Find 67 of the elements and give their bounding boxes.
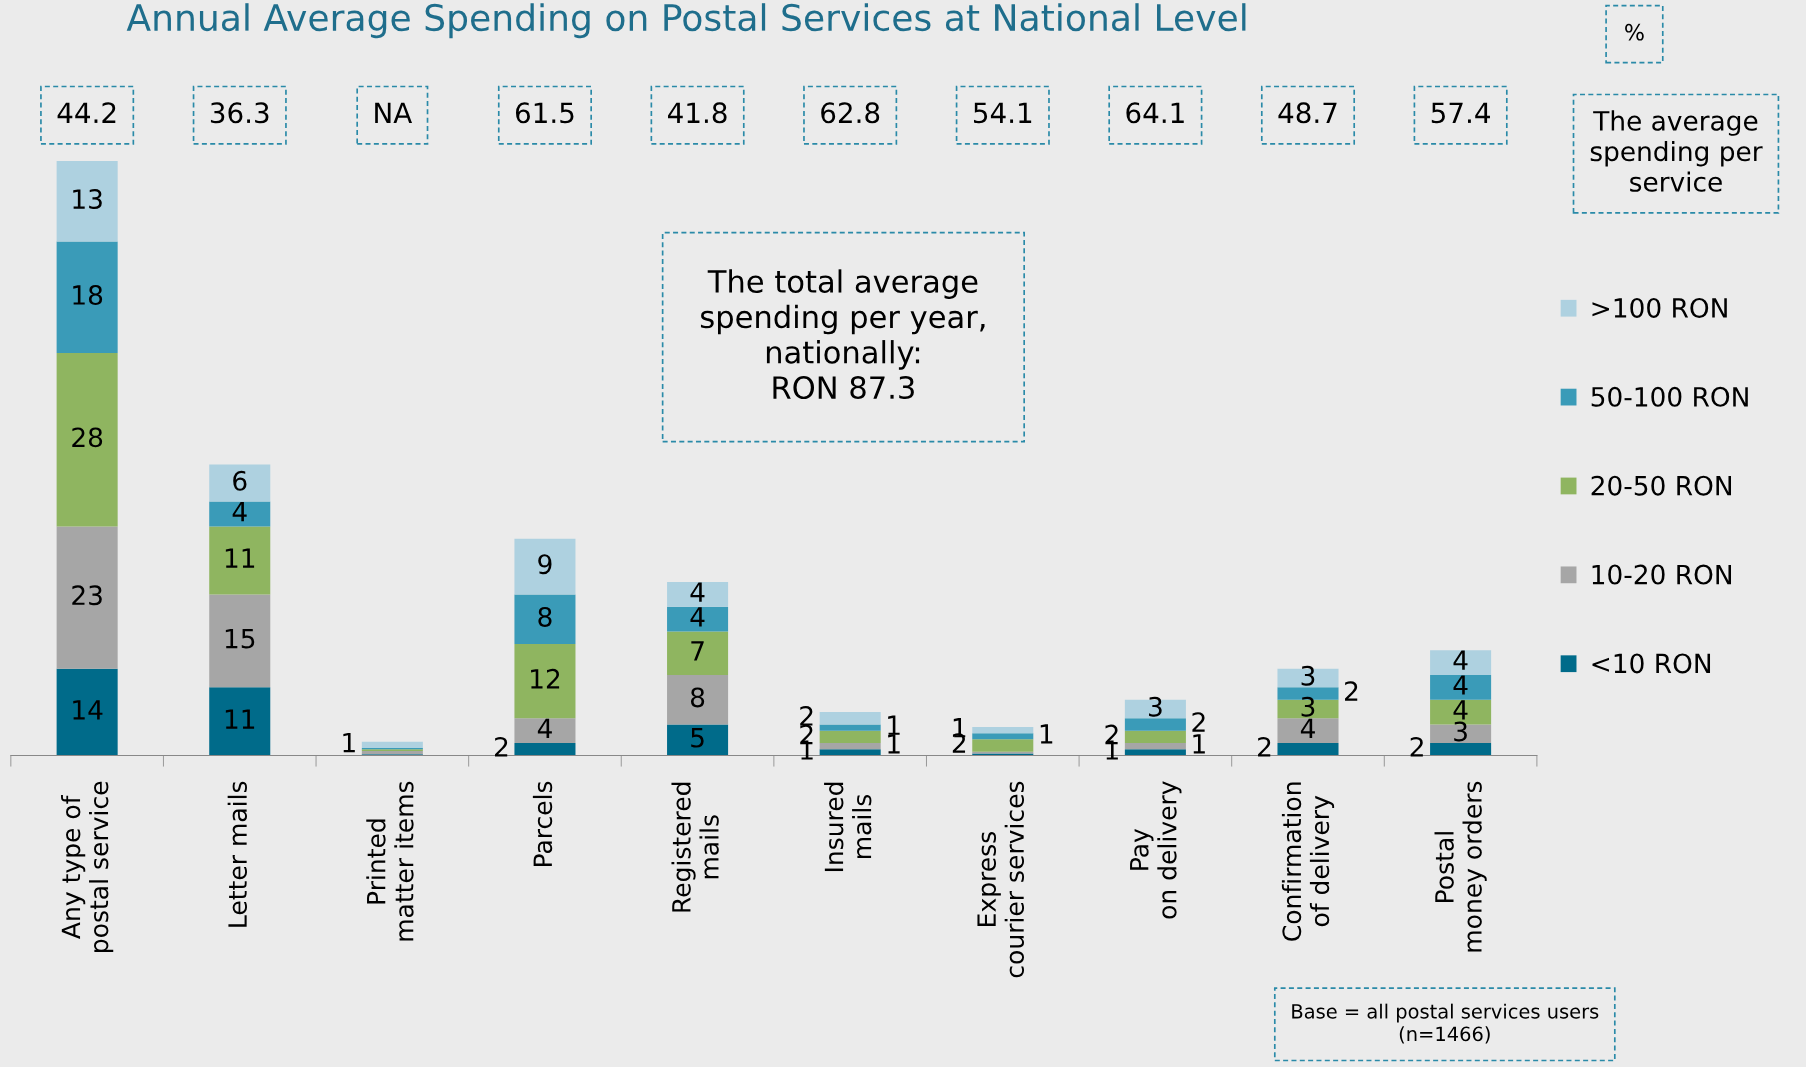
text: The average spending per service [1590,110,1763,192]
text: 62.8 [821,102,880,124]
data-label: 15 [225,628,255,649]
data-label: 8 [690,687,705,708]
text: 64.1 [1126,102,1184,124]
data-label: 2 [1192,712,1205,732]
data-label: 1 [888,715,900,735]
x-tick-label: Parcels [532,781,553,867]
text: NA [375,102,413,123]
data-label: 4 [1453,650,1468,670]
data-label: 2 [1258,736,1271,757]
legend-label: <10 RON [1592,653,1711,674]
text: 41.8 [668,102,727,124]
data-label: 2 [1345,681,1358,701]
x-tick-label: Registered mails [671,782,719,912]
data-label: 1 [1193,734,1205,754]
data-label: 2 [495,736,508,757]
text: 48.7 [1278,102,1337,124]
legend-label: 20-50 RON [1591,475,1732,496]
data-label: 7 [691,641,704,661]
data-label: 5 [691,728,704,748]
legend-label: 10-20 RON [1592,564,1732,585]
text: % [1625,23,1644,41]
data-label: 3 [1301,696,1315,717]
data-label: 9 [538,554,552,575]
data-label: 11 [225,709,255,729]
data-label: 2 [1410,736,1423,757]
data-label: 4 [537,718,552,738]
data-label: 4 [1453,675,1468,695]
data-label: 4 [1453,700,1468,720]
data-label: 4 [1300,718,1315,738]
data-label: 28 [72,427,103,448]
x-tick-label: Printed matter items [366,781,414,941]
data-label: 13 [73,189,102,210]
data-label: 4 [690,607,705,627]
legend-label: >100 RON [1592,297,1727,318]
data-label: 3 [1301,665,1315,686]
x-tick-label: Pay on delivery [1130,781,1182,919]
data-label: 4 [232,502,247,522]
text: 54.1 [974,102,1032,124]
annotation: The total average spending per year, nationally: RON 87.3 [700,269,985,400]
text: Base = all postal services users (n=1466) [1292,1003,1599,1044]
data-label: 1 [343,732,355,753]
data-label: 6 [233,470,247,491]
x-tick-label: Postal money orders [1434,781,1487,952]
data-label: 8 [538,606,552,627]
x-tick-label: Any type of postal service [61,781,114,952]
x-tick-label: Express courier services [977,781,1025,978]
text: 44.2 [57,102,116,123]
text: 57.4 [1431,102,1490,124]
chart-title: Annual Average Spending on Postal Services at National Level [126,3,1246,39]
data-label: 3 [1149,696,1162,717]
data-label: 4 [690,582,705,602]
x-tick-label: Insured mails [824,782,872,872]
data-label: 1 [1040,724,1053,744]
data-label: 1 [888,734,900,754]
data-label: 12 [531,668,560,689]
data-label: 14 [73,700,103,720]
data-label: 3 [1454,721,1467,742]
data-label: 23 [72,585,102,606]
text: 36.3 [210,102,269,124]
data-label: 11 [225,548,255,568]
text: 61.5 [515,102,574,124]
legend-label: 50-100 RON [1591,386,1748,407]
data-label: 18 [73,285,103,305]
x-tick-label: Letter mails [227,781,247,927]
x-tick-label: Confirmation of delivery [1281,782,1335,941]
